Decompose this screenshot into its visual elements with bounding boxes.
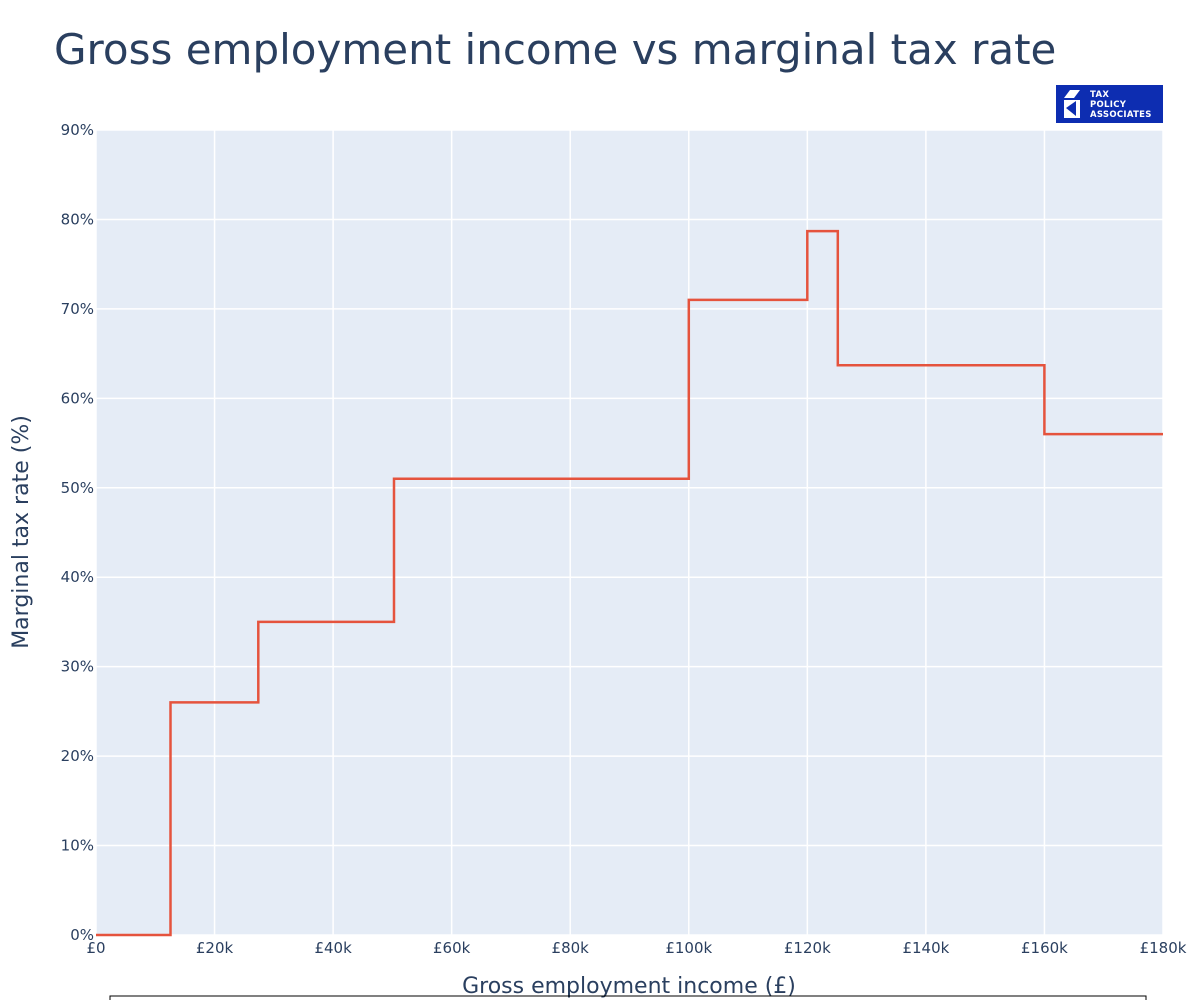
x-tick-label-4: £80k: [552, 939, 590, 957]
logo-text-line-3: ASSOCIATES: [1090, 110, 1152, 120]
y-tick-label-1: 10%: [61, 837, 94, 855]
frame-border: [109, 995, 1147, 1000]
y-tick-labels: 0% 10% 20% 30% 40% 50% 60% 70% 80% 90%: [61, 121, 94, 944]
plot-area: [96, 130, 1163, 935]
y-tick-label-7: 70%: [61, 300, 94, 318]
x-tick-labels: £0 £20k £40k £60k £80k £100k £120k £140k £160k £1…: [86, 939, 1186, 957]
y-tick-label-2: 20%: [61, 747, 94, 765]
chart-title: Gross employment income vs marginal tax …: [54, 25, 1056, 74]
x-tick-label-3: £60k: [433, 939, 471, 957]
x-tick-label-6: £120k: [784, 939, 831, 957]
series-line-0: [96, 229, 1163, 937]
y-tick-label-9: 90%: [61, 121, 94, 139]
y-tick-label-6: 60%: [61, 389, 94, 407]
x-axis-title: Gross employment income (£): [462, 974, 796, 999]
y-tick-label-3: 30%: [61, 658, 94, 676]
y-tick-label-8: 80%: [61, 210, 94, 228]
grid-lines: [95, 129, 1164, 936]
x-tick-label-2: £40k: [314, 939, 352, 957]
y-tick-label-4: 40%: [61, 568, 94, 586]
y-axis-title: Marginal tax rate (%): [9, 415, 34, 649]
logo-text-line-1: TAX: [1090, 90, 1109, 100]
x-tick-label-9: £180k: [1140, 939, 1187, 957]
logo-text-line-2: POLICY: [1090, 100, 1127, 110]
series-layer: [96, 229, 1163, 937]
x-tick-label-0: £0: [86, 939, 105, 957]
x-tick-label-7: £140k: [902, 939, 949, 957]
x-tick-label-5: £100k: [665, 939, 712, 957]
logo: TAX POLICY ASSOCIATES: [1056, 85, 1163, 123]
logo-mark-icon: [1064, 90, 1080, 118]
x-tick-label-8: £160k: [1021, 939, 1068, 957]
y-tick-label-5: 50%: [61, 479, 94, 497]
x-tick-label-1: £20k: [196, 939, 234, 957]
y-tick-label-0: 0%: [70, 926, 94, 944]
